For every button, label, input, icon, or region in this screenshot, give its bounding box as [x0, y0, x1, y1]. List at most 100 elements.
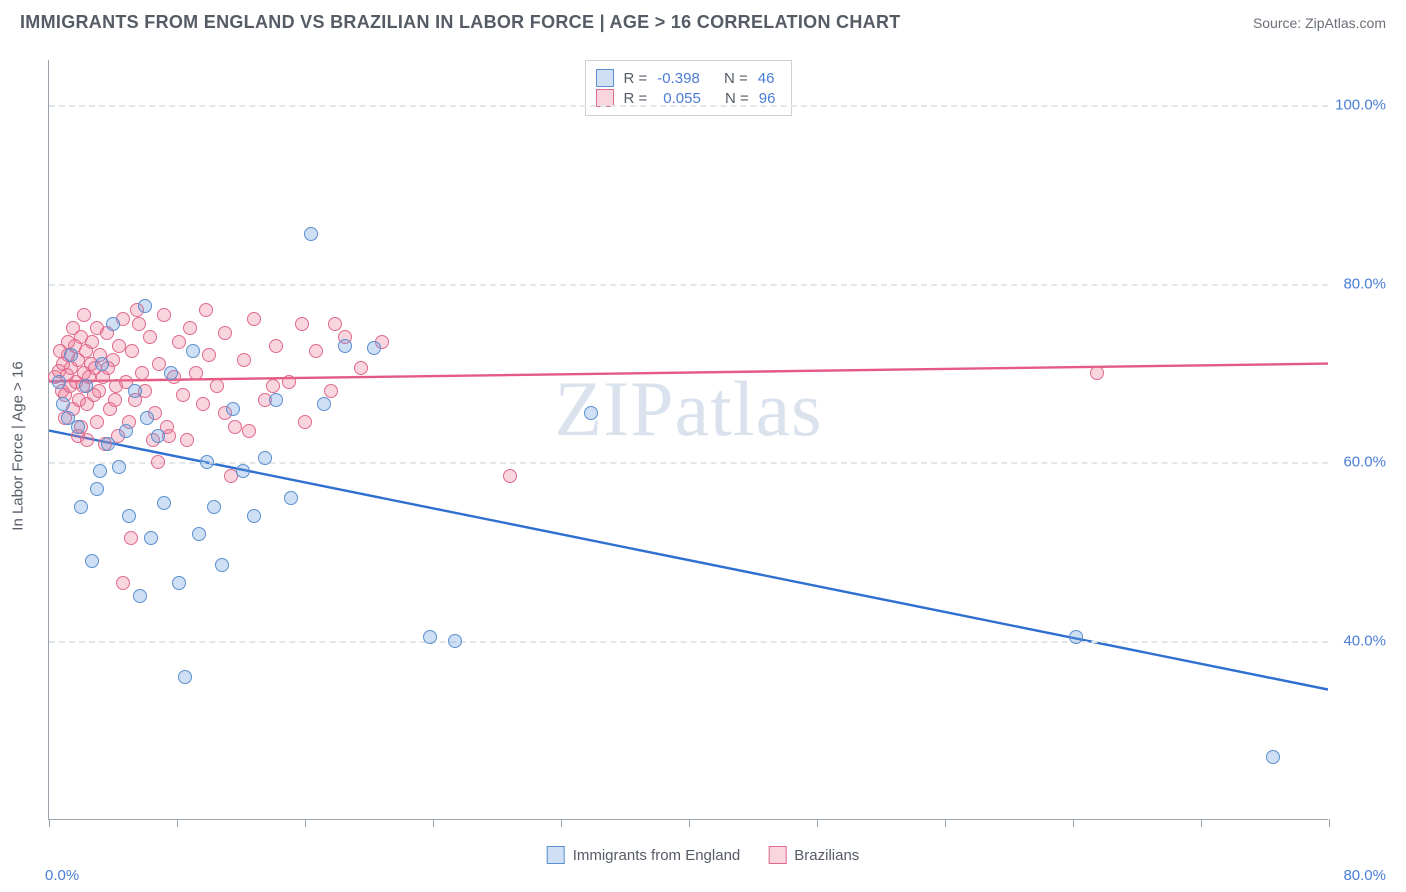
data-point-england — [138, 299, 152, 313]
legend-item-england: Immigrants from England — [547, 846, 741, 864]
gridline — [49, 641, 1328, 643]
data-point-england — [186, 344, 200, 358]
data-point-brazilians — [108, 393, 122, 407]
data-point-england — [151, 429, 165, 443]
data-point-brazilians — [295, 317, 309, 331]
data-point-england — [584, 406, 598, 420]
data-point-england — [128, 384, 142, 398]
data-point-england — [1266, 750, 1280, 764]
data-point-england — [140, 411, 154, 425]
data-point-england — [207, 500, 221, 514]
data-point-brazilians — [90, 415, 104, 429]
data-point-england — [71, 420, 85, 434]
chart-title: IMMIGRANTS FROM ENGLAND VS BRAZILIAN IN … — [20, 12, 901, 33]
watermark-part1: ZIP — [555, 365, 675, 452]
swatch-england — [596, 69, 614, 87]
source-name: ZipAtlas.com — [1305, 15, 1386, 31]
scatter-chart: ZIPatlas R = -0.398 N = 46 R = 0.055 N =… — [48, 60, 1328, 820]
r-value-england: -0.398 — [657, 70, 700, 87]
r-label: R = — [624, 70, 648, 87]
data-point-brazilians — [157, 308, 171, 322]
legend-item-brazilians: Brazilians — [768, 846, 859, 864]
data-point-brazilians — [77, 308, 91, 322]
data-point-england — [200, 455, 214, 469]
stats-legend: R = -0.398 N = 46 R = 0.055 N = 96 — [585, 60, 793, 116]
gridline — [49, 105, 1328, 107]
x-axis-max-label: 80.0% — [1343, 867, 1386, 884]
y-tick-label: 100.0% — [1335, 96, 1386, 113]
data-point-brazilians — [269, 339, 283, 353]
data-point-england — [178, 670, 192, 684]
data-point-england — [284, 491, 298, 505]
data-point-brazilians — [266, 379, 280, 393]
x-tick — [561, 819, 562, 827]
data-point-brazilians — [503, 469, 517, 483]
data-point-england — [101, 437, 115, 451]
data-point-england — [133, 589, 147, 603]
x-tick — [1073, 819, 1074, 827]
data-point-brazilians — [199, 303, 213, 317]
data-point-england — [269, 393, 283, 407]
data-point-england — [164, 366, 178, 380]
source-prefix: Source: — [1253, 15, 1305, 31]
data-point-brazilians — [228, 420, 242, 434]
data-point-brazilians — [92, 384, 106, 398]
data-point-england — [119, 424, 133, 438]
stats-row-england: R = -0.398 N = 46 — [596, 69, 776, 87]
swatch-england-icon — [547, 846, 565, 864]
data-point-england — [64, 348, 78, 362]
data-point-england — [95, 357, 109, 371]
data-point-england — [79, 379, 93, 393]
data-point-england — [338, 339, 352, 353]
data-point-brazilians — [135, 366, 149, 380]
data-point-brazilians — [124, 531, 138, 545]
data-point-brazilians — [298, 415, 312, 429]
data-point-brazilians — [309, 344, 323, 358]
data-point-england — [90, 482, 104, 496]
data-point-brazilians — [151, 455, 165, 469]
y-tick-label: 40.0% — [1343, 633, 1386, 650]
data-point-england — [448, 634, 462, 648]
data-point-england — [226, 402, 240, 416]
x-tick — [433, 819, 434, 827]
data-point-england — [74, 500, 88, 514]
data-point-brazilians — [237, 353, 251, 367]
data-point-england — [192, 527, 206, 541]
x-tick — [1329, 819, 1330, 827]
data-point-england — [157, 496, 171, 510]
data-point-brazilians — [116, 576, 130, 590]
data-point-england — [247, 509, 261, 523]
data-point-brazilians — [1090, 366, 1104, 380]
x-tick — [305, 819, 306, 827]
data-point-brazilians — [210, 379, 224, 393]
x-tick — [49, 819, 50, 827]
data-point-england — [106, 317, 120, 331]
data-point-england — [93, 464, 107, 478]
data-point-england — [215, 558, 229, 572]
data-point-brazilians — [85, 335, 99, 349]
x-tick — [945, 819, 946, 827]
x-tick — [177, 819, 178, 827]
x-tick — [1201, 819, 1202, 827]
data-point-brazilians — [247, 312, 261, 326]
data-point-brazilians — [282, 375, 296, 389]
data-point-england — [112, 460, 126, 474]
source-attribution: Source: ZipAtlas.com — [1253, 15, 1386, 31]
data-point-england — [85, 554, 99, 568]
regression-lines — [49, 60, 1328, 819]
data-point-brazilians — [172, 335, 186, 349]
data-point-brazilians — [218, 326, 232, 340]
data-point-brazilians — [354, 361, 368, 375]
swatch-brazilians-icon — [768, 846, 786, 864]
x-axis-min-label: 0.0% — [45, 867, 79, 884]
data-point-england — [367, 341, 381, 355]
data-point-brazilians — [324, 384, 338, 398]
legend-label-brazilians: Brazilians — [794, 847, 859, 864]
data-point-brazilians — [176, 388, 190, 402]
data-point-england — [317, 397, 331, 411]
data-point-brazilians — [80, 433, 94, 447]
data-point-england — [144, 531, 158, 545]
data-point-england — [304, 227, 318, 241]
data-point-brazilians — [328, 317, 342, 331]
x-tick — [689, 819, 690, 827]
